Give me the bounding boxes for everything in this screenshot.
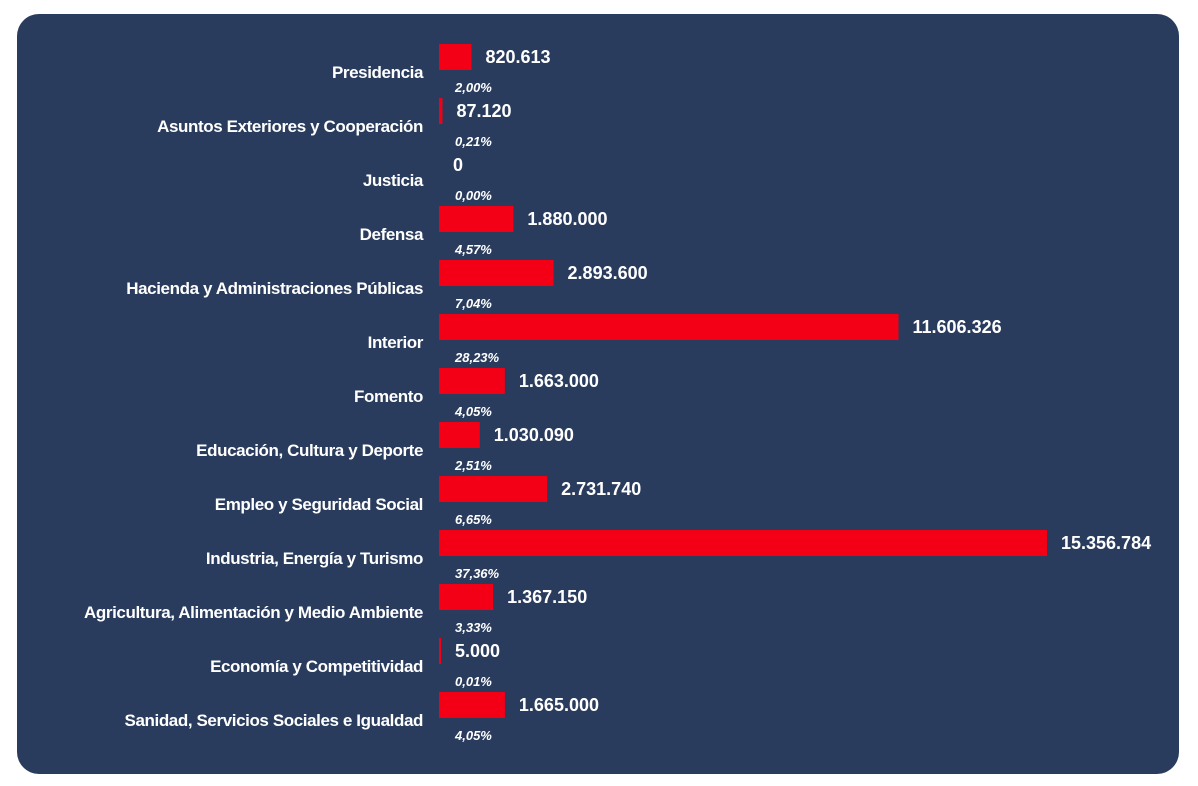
percent-label: 0,01% — [455, 674, 492, 689]
bar — [439, 44, 472, 70]
percent-label: 28,23% — [454, 350, 500, 365]
category-label: Presidencia — [332, 63, 424, 82]
category-label: Industria, Energía y Turismo — [206, 549, 423, 568]
percent-label: 6,65% — [455, 512, 492, 527]
percent-label: 4,05% — [454, 728, 492, 743]
category-label: Educación, Cultura y Deporte — [196, 441, 423, 460]
bar — [439, 260, 554, 286]
category-label: Hacienda y Administraciones Públicas — [126, 279, 423, 298]
category-label: Interior — [368, 333, 424, 352]
percent-label: 0,00% — [455, 188, 492, 203]
category-label: Defensa — [360, 225, 424, 244]
value-label: 1.880.000 — [527, 209, 607, 229]
value-label: 15.356.784 — [1061, 533, 1151, 553]
percent-label: 37,36% — [455, 566, 500, 581]
bar — [439, 422, 480, 448]
percent-label: 0,21% — [455, 134, 492, 149]
value-label: 5.000 — [455, 641, 500, 661]
value-label: 0 — [453, 155, 463, 175]
bar — [439, 692, 505, 718]
value-label: 2.893.600 — [568, 263, 648, 283]
bar-chart: Presidencia 820.613 2,00% Asuntos Exteriore… — [17, 14, 1179, 774]
category-label: Asuntos Exteriores y Cooperación — [157, 117, 423, 136]
category-label: Empleo y Seguridad Social — [215, 495, 423, 514]
bar — [439, 206, 514, 232]
value-label: 87.120 — [456, 101, 511, 121]
bar — [439, 638, 441, 664]
bar — [439, 530, 1047, 556]
bar — [439, 314, 899, 340]
percent-label: 2,00% — [454, 80, 492, 95]
value-label: 1.665.000 — [519, 695, 599, 715]
category-label: Justicia — [363, 171, 424, 190]
percent-label: 3,33% — [455, 620, 492, 635]
bar — [439, 584, 494, 610]
percent-label: 7,04% — [455, 296, 492, 311]
value-label: 2.731.740 — [561, 479, 641, 499]
value-label: 11.606.326 — [913, 317, 1002, 337]
percent-label: 2,51% — [454, 458, 492, 473]
value-label: 1.030.090 — [494, 425, 574, 445]
percent-label: 4,57% — [454, 242, 492, 257]
category-label: Economía y Competitividad — [210, 657, 423, 676]
percent-label: 4,05% — [454, 404, 492, 419]
category-label: Sanidad, Servicios Sociales e Igualdad — [125, 711, 423, 730]
value-label: 1.663.000 — [519, 371, 599, 391]
category-label: Fomento — [354, 387, 423, 406]
bar — [439, 98, 443, 124]
bar — [439, 476, 548, 502]
chart-background — [17, 14, 1179, 774]
value-label: 1.367.150 — [507, 587, 587, 607]
bar — [439, 368, 505, 394]
category-label: Agricultura, Alimentación y Medio Ambien… — [84, 603, 423, 622]
value-label: 820.613 — [485, 47, 550, 67]
chart-panel: Presidencia 820.613 2,00% Asuntos Exteriore… — [17, 14, 1179, 774]
